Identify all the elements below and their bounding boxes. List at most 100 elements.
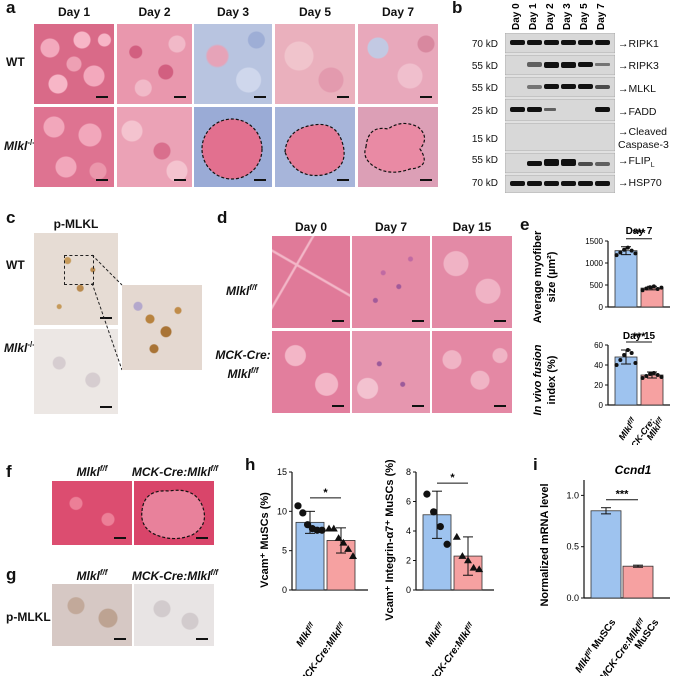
significance-stars: *: [450, 472, 455, 484]
y-tick-label: 1500: [585, 237, 603, 246]
panel-d-cre-day0-image: [272, 331, 350, 413]
h-left-ylabel: Vcam⁺ MuSCs (%): [259, 492, 271, 588]
data-point: [633, 361, 638, 365]
data-point: [294, 502, 302, 510]
panel-d-day7-header: Day 7: [374, 220, 408, 234]
panel-b-blot: [505, 33, 615, 193]
panel-a-wt-label: WT: [6, 55, 25, 69]
e-bottom-ylabel-1: In vivo fusion: [532, 344, 544, 415]
panel-a-wt-day7-image: [358, 24, 438, 104]
data-point: [629, 351, 634, 355]
data-point: [659, 375, 664, 379]
data-point: [436, 522, 444, 531]
y-tick-label: 0.0: [566, 593, 579, 603]
panel-d-ff-day7-image: [352, 236, 430, 328]
bar-1: [614, 250, 638, 308]
panel-c-ko-image: [34, 329, 118, 414]
panel-a-wt-day3-image: [194, 24, 272, 104]
h-right-x1: Mlklf/f: [423, 621, 447, 649]
panel-i-label: i: [533, 455, 538, 474]
y-tick-label: 4: [406, 526, 411, 536]
data-point: [344, 545, 353, 552]
data-point: [458, 552, 467, 559]
panel-h-label: h: [245, 455, 256, 474]
data-point: [651, 284, 656, 289]
panel-d-day15-header: Day 15: [452, 220, 492, 234]
panel-a-mlkl-ko-label: Mlkl-/-: [4, 138, 35, 153]
panel-a-wt-day5-image: [275, 24, 355, 104]
panel-c-mlkl-ko-label: Mlkl-/-: [4, 340, 35, 355]
y-tick-label: 500: [590, 281, 604, 290]
data-point: [452, 532, 461, 540]
protein-flip: →FLIPL: [618, 155, 655, 170]
panel-f-cre-image: [134, 481, 214, 545]
data-point: [464, 556, 472, 564]
panel-d-cre-day15-image: [432, 331, 512, 413]
significance-stars: ***: [633, 331, 647, 343]
panel-c-zoom-image: [122, 285, 202, 370]
mw-hsp70: 70 kD: [471, 178, 498, 189]
mw-ripk1: 70 kD: [471, 39, 498, 50]
panel-a-wt-day2-image: [117, 24, 192, 104]
lane-day-1: Day 1: [528, 3, 539, 30]
data-point: [475, 565, 484, 573]
e-bottom-title: Day 15: [623, 331, 656, 342]
panel-f-col2: MCK-Cre:Mlklf/f: [131, 464, 219, 479]
data-point: [299, 509, 307, 517]
panel-g-label: g: [6, 565, 17, 584]
lane-day-3: Day 3: [562, 3, 573, 30]
data-point: [622, 353, 627, 357]
panel-a-day-2-header: Day 2: [138, 5, 171, 19]
data-point: [629, 248, 634, 253]
panel-b-lane-headers: Day 0 Day 1 Day 2 Day 3 Day 5 Day 7: [511, 3, 607, 30]
panel-g-cre-image: [134, 584, 214, 646]
panel-a-day-1-header: Day 1: [57, 5, 91, 19]
e-top-ylabel-1: Average myofiber: [532, 230, 544, 323]
protein-mlkl: →MLKL: [618, 83, 656, 95]
i-ylabel: Normalized mRNA level: [539, 483, 551, 606]
protein-ripk1: →RIPK1: [618, 38, 659, 50]
significance-stars: *: [323, 487, 328, 499]
data-point: [633, 251, 638, 256]
protein-fadd: →FADD: [618, 106, 657, 118]
panel-d-ff-day0-image: [272, 236, 350, 328]
panel-d-mck-cre-label: MCK-Cre: Mlklf/f: [215, 348, 271, 381]
data-point: [618, 358, 623, 362]
y-tick-label: 2: [406, 556, 411, 566]
data-point: [651, 371, 656, 375]
y-tick-label: 60: [594, 341, 603, 350]
y-tick-label: 0.5: [566, 542, 579, 552]
y-tick-label: 8: [406, 467, 411, 477]
panel-a-day-5-header: Day 5: [298, 5, 332, 19]
e-bottom-ylabel: In vivo fusion index (%): [532, 344, 558, 415]
data-point: [659, 285, 664, 290]
panel-b-label: b: [452, 0, 463, 17]
e-x-labels: Mlklf/f MCK-Cre; Mlklf/f: [617, 416, 665, 445]
y-tick-label: 20: [594, 381, 603, 390]
data-point: [614, 363, 619, 367]
data-point: [640, 376, 645, 380]
data-point: [648, 372, 653, 376]
data-point: [334, 534, 343, 541]
panel-c-wt-label: WT: [6, 258, 25, 272]
y-tick-label: 10: [277, 506, 287, 516]
data-point: [423, 490, 431, 498]
data-point: [625, 348, 630, 352]
data-point: [644, 286, 649, 291]
panel-e-charts: Day 7 Average myofiber size (µm²) Day 15…: [532, 226, 670, 445]
panel-f-ff-image: [52, 481, 132, 545]
lane-day-2: Day 2: [545, 3, 556, 30]
panel-c-label: c: [6, 208, 16, 227]
e-top-title: Day 7: [626, 226, 653, 237]
data-point: [655, 286, 660, 291]
panel-a-ko-day1-image: [34, 107, 114, 187]
data-point: [640, 288, 645, 293]
data-point: [618, 250, 623, 255]
panel-a-label: a: [6, 0, 16, 17]
lane-day-0: Day 0: [511, 3, 522, 30]
y-tick-label: 15: [277, 467, 287, 477]
data-point: [443, 540, 451, 548]
e-top-ylabel-2: size (µm²): [546, 251, 558, 302]
bar-2: [640, 374, 664, 406]
